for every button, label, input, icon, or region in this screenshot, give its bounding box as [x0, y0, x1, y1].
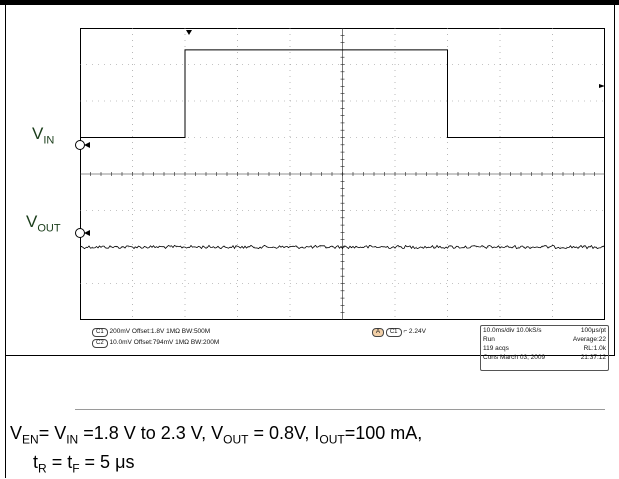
- sample-interval: 100μs/pt: [580, 327, 606, 334]
- ch1-info: C1 200mV Offset:1.8V 1MΩ BW:500M: [92, 327, 210, 337]
- vin-trace: [80, 49, 605, 138]
- trigger-level-marker: [599, 84, 605, 88]
- rising-edge-icon: ⌐: [403, 328, 408, 335]
- figure-caption: VEN= VIN =1.8 V to 2.3 V, VOUT = 0.8V, I…: [10, 422, 422, 479]
- average-count: Average:22: [572, 336, 606, 343]
- vin-label-sub: IN: [43, 134, 55, 147]
- caption-fragment: =1.8 V to 2.3 V, V: [78, 423, 224, 443]
- ch1-settings: 200mV Offset:1.8V 1MΩ BW:500M: [109, 328, 211, 335]
- trigger-level: 2.24V: [408, 328, 426, 335]
- trigger-info: A C1 ⌐ 2.24V: [372, 327, 426, 337]
- caption-fragment: =100 mA,: [344, 423, 423, 443]
- right-border: [614, 5, 615, 355]
- vout-trace: [80, 244, 605, 250]
- caption-fragment: R: [38, 461, 47, 476]
- caption-line-1: VEN= VIN =1.8 V to 2.3 V, VOUT = 0.8V, I…: [10, 422, 422, 451]
- ch2-ground-marker: [75, 228, 90, 238]
- acquisition-info: 10.0ms/div 10.0kS/s 100μs/pt Run Average:2…: [480, 325, 609, 371]
- vin-label: VIN: [32, 124, 54, 146]
- vout-label: VOUT: [26, 212, 61, 234]
- trigger-a-badge: A: [372, 328, 385, 337]
- ch2-settings: 10.0mV Offset:794mV 1MΩ BW:200M: [109, 339, 220, 346]
- vout-label-sub: OUT: [37, 222, 61, 235]
- caption-fragment: F: [72, 461, 80, 476]
- trigger-position-marker: [186, 30, 192, 35]
- caption-fragment: t: [33, 451, 39, 472]
- caption-fragment: = 0.8V, I: [248, 423, 320, 443]
- ch2-badge: C2: [92, 339, 108, 348]
- ch1-badge: C1: [92, 328, 108, 337]
- caption-rule: [75, 409, 605, 410]
- time: 21:37:12: [580, 354, 606, 361]
- vout-label-main: V: [26, 212, 38, 231]
- scope-display: [80, 28, 605, 320]
- caption-fragment: IN: [66, 432, 79, 447]
- caption-fragment: V: [10, 423, 23, 443]
- acquisition-count: 119 acqs: [483, 345, 509, 352]
- vin-label-main: V: [32, 124, 44, 143]
- timebase: 10.0ms/div 10.0kS/s: [483, 327, 542, 334]
- caption-fragment: OUT: [223, 432, 249, 447]
- ch2-info: C2 10.0mV Offset:794mV 1MΩ BW:200M: [92, 338, 219, 348]
- caption-line-2: tR = tF = 5 μs: [10, 451, 422, 479]
- record-length: RL:1.0k: [583, 345, 606, 352]
- caption-fragment: = t: [46, 451, 73, 472]
- trigger-source-badge: C1: [385, 328, 402, 337]
- ch1-ground-marker: [75, 140, 90, 150]
- caption-fragment: = V: [38, 423, 67, 443]
- left-border: [5, 5, 6, 478]
- date: Cons March 03, 2009: [483, 354, 546, 361]
- top-border: [0, 0, 619, 5]
- caption-fragment: = 5 μs: [79, 451, 135, 472]
- caption-fragment: OUT: [319, 432, 345, 447]
- caption-fragment: EN: [22, 432, 39, 447]
- run-state: Run: [483, 336, 495, 343]
- section-divider: [5, 355, 615, 356]
